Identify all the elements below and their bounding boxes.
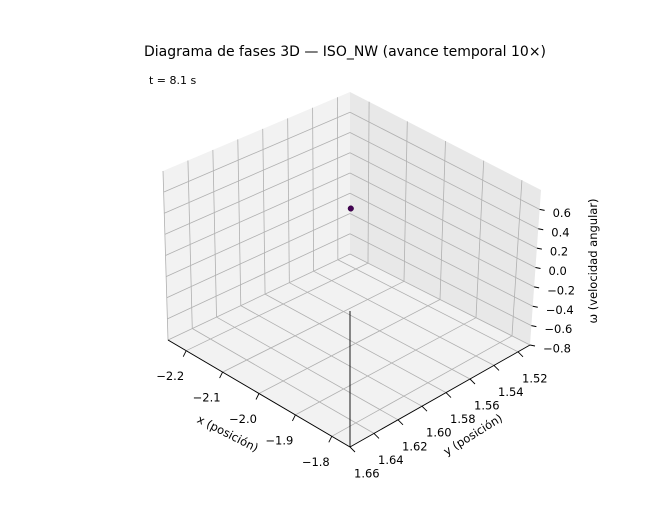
z-gridline-left: [167, 253, 351, 341]
z-gridline-left: [164, 132, 351, 214]
z-gridline-left: [163, 111, 351, 193]
x-gridline-floor: [331, 335, 513, 437]
chart-title: Diagrama de fases 3D — ISO_NW (avance te…: [144, 44, 546, 60]
y-tick: [349, 446, 356, 453]
z-gridline-left: [166, 213, 351, 299]
y-gridline-floor: [264, 293, 447, 393]
y-tick: [469, 378, 476, 385]
tick-labels: −1.8 −1.9 −2.0 −2.1 −2.2 1.521.541.561.581.60…: [156, 206, 575, 481]
z-tick-label: −0.2: [547, 283, 575, 297]
data-point: [347, 205, 354, 212]
y-gridline-floor: [289, 282, 471, 380]
z-tick: [529, 344, 536, 347]
x-gridline-floor: [186, 262, 369, 352]
y-tick-label: 1.52: [522, 371, 548, 385]
z-tick: [538, 228, 544, 231]
z-gridline-right: [349, 132, 539, 230]
z-tick: [534, 286, 540, 289]
z-tick-label: 0.0: [549, 264, 567, 278]
z-tick: [539, 208, 545, 211]
z-tick-label: 0.2: [550, 245, 568, 259]
y-tick: [517, 351, 524, 358]
y-tick: [493, 365, 500, 371]
time-annotation: t = 8.1 s: [149, 74, 197, 87]
y-tick-label: 1.58: [450, 412, 476, 426]
right-wall-pane: [350, 92, 541, 345]
x-tick-label: −2.1: [193, 391, 221, 405]
z-tick-label: 0.4: [551, 225, 569, 239]
x-tick-label: −1.9: [265, 433, 293, 447]
z-tick: [535, 267, 541, 269]
x-tick: [219, 371, 224, 379]
y-tick-label: 1.60: [426, 426, 452, 440]
z-tick-label: 0.6: [553, 206, 571, 220]
x-tick-label: −1.8: [302, 455, 330, 469]
x-tick: [291, 414, 296, 422]
tick-marks: [182, 208, 545, 453]
y-axis-line: [349, 344, 531, 448]
z-gridline-left: [164, 152, 351, 235]
x-tick: [328, 436, 333, 443]
y-gridline-floor: [192, 328, 375, 434]
z-gridline-right: [349, 172, 536, 268]
y-tick-label: 1.56: [474, 399, 500, 413]
y-tick: [373, 433, 380, 439]
y-tick-label: 1.54: [498, 385, 524, 399]
y-gridline-floor: [337, 259, 519, 353]
z-tick-label: −0.8: [543, 342, 571, 356]
z-tick: [536, 247, 542, 250]
z-axis-label: ω (velocidad angular): [586, 198, 600, 323]
x-gridline-floor: [258, 299, 441, 394]
z-gridline-right: [349, 152, 538, 249]
z-gridline-right: [349, 253, 531, 346]
y-gridline-floor: [216, 316, 399, 421]
y-gridline-floor: [313, 270, 495, 366]
y-tick: [445, 392, 452, 398]
y-tick: [397, 419, 404, 426]
z-gridline-left: [165, 192, 351, 277]
y-tick: [421, 405, 428, 412]
z-tick-label: −0.6: [544, 322, 572, 336]
x-tick-label: −2.2: [156, 369, 184, 383]
z-gridline-left: [165, 172, 351, 256]
x-tick-label: −2.0: [229, 412, 257, 426]
y-tick-label: 1.62: [402, 439, 428, 453]
x-tick: [255, 393, 260, 400]
data-points: [347, 205, 354, 212]
z-gridline-right: [349, 192, 535, 288]
x-gridline-floor: [295, 317, 477, 416]
z-gridline-right: [349, 233, 532, 326]
y-tick-label: 1.66: [354, 467, 380, 481]
floor-pane: [168, 254, 530, 447]
z-gridline-right: [349, 213, 533, 307]
x-tick: [182, 350, 187, 357]
grid-lines: [162, 97, 540, 448]
y-gridline-floor: [240, 305, 423, 407]
z-tick: [531, 325, 537, 328]
y-tick-label: 1.64: [378, 453, 404, 467]
z-tick-label: −0.4: [546, 303, 574, 317]
z-gridline-right: [349, 111, 540, 210]
x-gridline-floor: [222, 280, 405, 373]
z-gridline-left: [167, 233, 351, 320]
z-tick: [532, 305, 538, 308]
